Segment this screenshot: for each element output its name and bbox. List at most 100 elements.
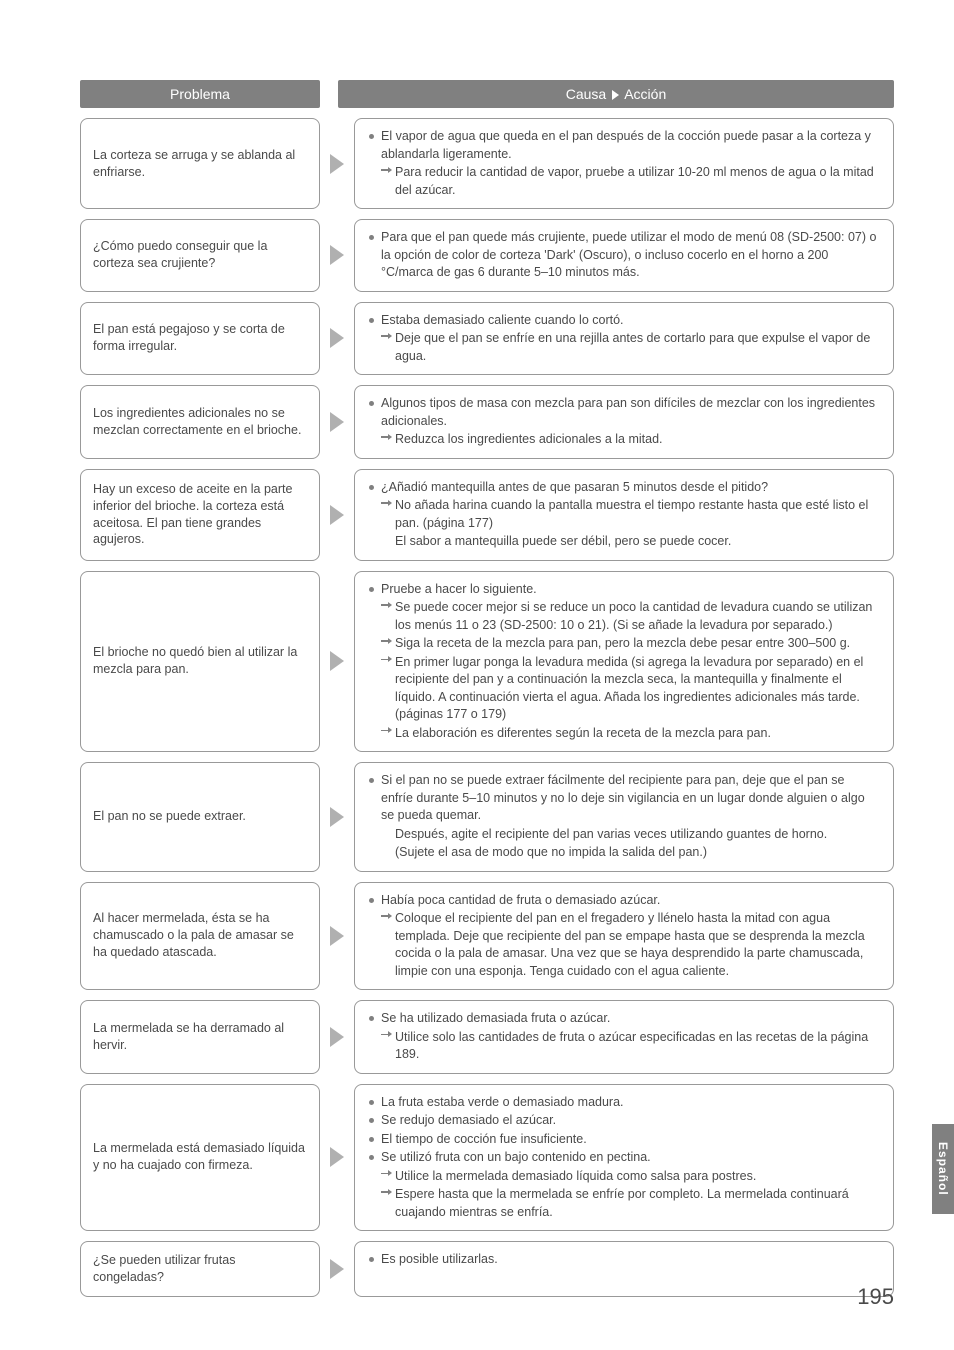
chevron-right-icon: [330, 328, 344, 348]
cause-bullet: Se redujo demasiado el azúcar.: [369, 1112, 879, 1130]
problem-cell: ¿Cómo puedo conseguir que la corteza sea…: [80, 219, 320, 292]
cause-action: En primer lugar ponga la levadura medida…: [369, 654, 879, 724]
chevron-right-icon: [330, 245, 344, 265]
cause-bullet: Si el pan no se puede extraer fácilmente…: [369, 772, 879, 825]
chevron-right-icon: [330, 412, 344, 432]
cause-cell: Es posible utilizarlas.: [354, 1241, 894, 1297]
row-arrow: [324, 469, 350, 561]
troubleshooting-table: La corteza se arruga y se ablanda al enf…: [80, 118, 894, 1297]
chevron-right-icon: [330, 926, 344, 946]
chevron-right-icon: [330, 1027, 344, 1047]
cause-action: La elaboración es diferentes según la re…: [369, 725, 879, 743]
cause-note: (Sujete el asa de modo que no impida la …: [369, 844, 879, 862]
cause-bullet: El vapor de agua que queda en el pan des…: [369, 128, 879, 163]
problem-cell: La corteza se arruga y se ablanda al enf…: [80, 118, 320, 209]
cause-cell: Para que el pan quede más crujiente, pue…: [354, 219, 894, 292]
cause-list: Se ha utilizado demasiada fruta o azúcar…: [369, 1010, 879, 1064]
problem-cell: El pan no se puede extraer.: [80, 762, 320, 872]
cause-list: Estaba demasiado caliente cuando lo cort…: [369, 312, 879, 366]
problem-cell: ¿Se pueden utilizar frutas congeladas?: [80, 1241, 320, 1297]
table-row: ¿Se pueden utilizar frutas congeladas? Es…: [80, 1241, 894, 1297]
row-arrow: [324, 219, 350, 292]
problem-cell: El pan está pegajoso y se corta de forma…: [80, 302, 320, 376]
table-row: La corteza se arruga y se ablanda al enf…: [80, 118, 894, 209]
header-cause-action: Causa Acción: [338, 80, 894, 108]
cause-list: El vapor de agua que queda en el pan des…: [369, 128, 879, 199]
problem-cell: Hay un exceso de aceite en la parte infe…: [80, 469, 320, 561]
cause-note: El sabor a mantequilla puede ser débil, …: [369, 533, 879, 551]
table-row: El pan está pegajoso y se corta de forma…: [80, 302, 894, 376]
row-arrow: [324, 1241, 350, 1297]
cause-action: Coloque el recipiente del pan en el freg…: [369, 910, 879, 980]
chevron-right-icon: [330, 1259, 344, 1279]
cause-bullet: Para que el pan quede más crujiente, pue…: [369, 229, 879, 282]
row-arrow: [324, 882, 350, 991]
row-arrow: [324, 571, 350, 753]
cause-list: Algunos tipos de masa con mezcla para pa…: [369, 395, 879, 449]
cause-list: Es posible utilizarlas.: [369, 1251, 879, 1269]
table-row: La mermelada está demasiado líquida y no…: [80, 1084, 894, 1232]
header-cause-text: Causa: [566, 86, 606, 102]
chevron-right-icon: [330, 807, 344, 827]
cause-action: Para reducir la cantidad de vapor, prueb…: [369, 164, 879, 199]
table-row: La mermelada se ha derramado al hervir. S…: [80, 1000, 894, 1074]
row-arrow: [324, 302, 350, 376]
chevron-right-icon: [330, 1147, 344, 1167]
table-row: Los ingredientes adicionales no se mezcl…: [80, 385, 894, 459]
cause-bullet: Es posible utilizarlas.: [369, 1251, 879, 1269]
cause-note: Después, agite el recipiente del pan var…: [369, 826, 879, 844]
cause-action: Utilice la mermelada demasiado líquida c…: [369, 1168, 879, 1186]
problem-cell: La mermelada está demasiado líquida y no…: [80, 1084, 320, 1232]
header-row: Problema Causa Acción: [80, 80, 894, 108]
cause-bullet: Había poca cantidad de fruta o demasiado…: [369, 892, 879, 910]
cause-cell: Si el pan no se puede extraer fácilmente…: [354, 762, 894, 872]
row-arrow: [324, 762, 350, 872]
table-row: Hay un exceso de aceite en la parte infe…: [80, 469, 894, 561]
row-arrow: [324, 385, 350, 459]
chevron-right-icon: [330, 505, 344, 525]
arrow-right-icon: [612, 90, 619, 100]
cause-action: Deje que el pan se enfríe en una rejilla…: [369, 330, 879, 365]
cause-cell: El vapor de agua que queda en el pan des…: [354, 118, 894, 209]
row-arrow: [324, 118, 350, 209]
chevron-right-icon: [330, 651, 344, 671]
cause-action: Siga la receta de la mezcla para pan, pe…: [369, 635, 879, 653]
cause-list: La fruta estaba verde o demasiado madura…: [369, 1094, 879, 1222]
cause-bullet: Estaba demasiado caliente cuando lo cort…: [369, 312, 879, 330]
chevron-right-icon: [330, 154, 344, 174]
cause-list: Si el pan no se puede extraer fácilmente…: [369, 772, 879, 862]
cause-action: No añada harina cuando la pantalla muest…: [369, 497, 879, 532]
problem-cell: Los ingredientes adicionales no se mezcl…: [80, 385, 320, 459]
table-row: Al hacer mermelada, ésta se ha chamuscad…: [80, 882, 894, 991]
table-row: ¿Cómo puedo conseguir que la corteza sea…: [80, 219, 894, 292]
problem-cell: El brioche no quedó bien al utilizar la …: [80, 571, 320, 753]
cause-action: Se puede cocer mejor si se reduce un poc…: [369, 599, 879, 634]
cause-list: Había poca cantidad de fruta o demasiado…: [369, 892, 879, 981]
header-action-text: Acción: [624, 86, 666, 102]
cause-cell: Pruebe a hacer lo siguiente.Se puede coc…: [354, 571, 894, 753]
cause-bullet: La fruta estaba verde o demasiado madura…: [369, 1094, 879, 1112]
cause-bullet: Algunos tipos de masa con mezcla para pa…: [369, 395, 879, 430]
problem-cell: La mermelada se ha derramado al hervir.: [80, 1000, 320, 1074]
cause-cell: Se ha utilizado demasiada fruta o azúcar…: [354, 1000, 894, 1074]
cause-cell: Algunos tipos de masa con mezcla para pa…: [354, 385, 894, 459]
cause-cell: La fruta estaba verde o demasiado madura…: [354, 1084, 894, 1232]
cause-action: Espere hasta que la mermelada se enfríe …: [369, 1186, 879, 1221]
row-arrow: [324, 1000, 350, 1074]
cause-list: ¿Añadió mantequilla antes de que pasaran…: [369, 479, 879, 551]
cause-bullet: El tiempo de cocción fue insuficiente.: [369, 1131, 879, 1149]
cause-list: Para que el pan quede más crujiente, pue…: [369, 229, 879, 282]
problem-cell: Al hacer mermelada, ésta se ha chamuscad…: [80, 882, 320, 991]
language-tab: Español: [932, 1124, 954, 1214]
header-problem: Problema: [80, 80, 320, 108]
cause-cell: Había poca cantidad de fruta o demasiado…: [354, 882, 894, 991]
cause-cell: ¿Añadió mantequilla antes de que pasaran…: [354, 469, 894, 561]
cause-bullet: Pruebe a hacer lo siguiente.: [369, 581, 879, 599]
cause-list: Pruebe a hacer lo siguiente.Se puede coc…: [369, 581, 879, 743]
cause-action: Utilice solo las cantidades de fruta o a…: [369, 1029, 879, 1064]
cause-cell: Estaba demasiado caliente cuando lo cort…: [354, 302, 894, 376]
cause-bullet: Se utilizó fruta con un bajo contenido e…: [369, 1149, 879, 1167]
cause-action: Reduzca los ingredientes adicionales a l…: [369, 431, 879, 449]
cause-bullet: ¿Añadió mantequilla antes de que pasaran…: [369, 479, 879, 497]
cause-bullet: Se ha utilizado demasiada fruta o azúcar…: [369, 1010, 879, 1028]
